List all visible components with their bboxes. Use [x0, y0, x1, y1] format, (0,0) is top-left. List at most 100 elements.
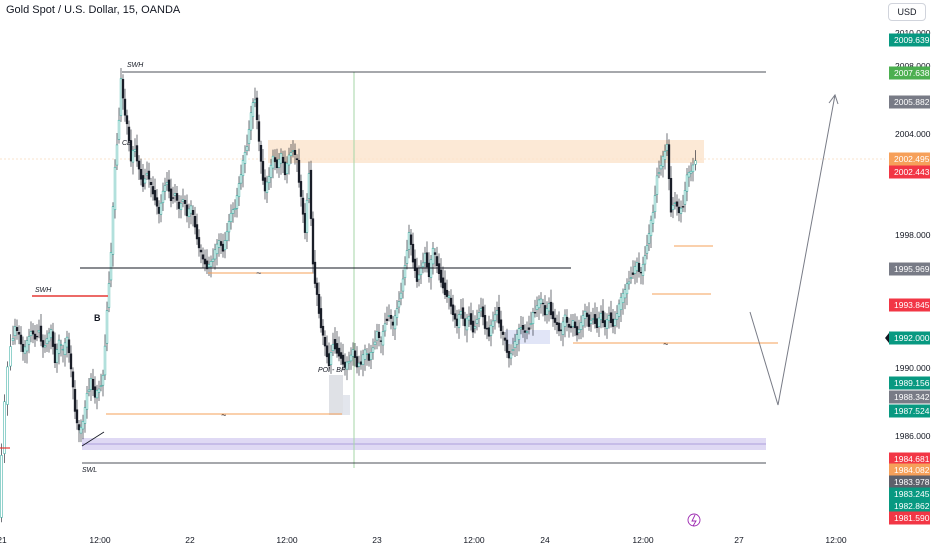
candle	[341, 343, 345, 370]
candle-body	[353, 350, 357, 358]
price-tag-bg	[889, 487, 930, 501]
candle-body	[549, 301, 553, 316]
candle-body	[611, 318, 615, 327]
candle	[95, 384, 99, 410]
candle	[43, 334, 47, 353]
candle	[694, 150, 697, 171]
candle	[397, 291, 401, 314]
candle-body	[263, 177, 267, 192]
candle	[237, 176, 241, 206]
candle	[6, 361, 9, 416]
price-tag-text: 1982.862	[894, 501, 930, 511]
swl-connector	[81, 431, 105, 447]
candle	[297, 148, 301, 188]
candle	[29, 321, 33, 343]
candle-body	[485, 327, 489, 330]
candle-body	[109, 252, 113, 281]
candle-body	[139, 169, 143, 180]
candle	[65, 330, 69, 358]
candle-body	[609, 312, 613, 324]
candle-body	[367, 353, 371, 361]
candle	[433, 248, 437, 267]
candle-body	[33, 333, 37, 340]
candle-body	[247, 129, 251, 144]
candle-body	[653, 195, 657, 212]
price-tag-text: 1988.342	[894, 392, 930, 402]
candle	[657, 160, 661, 179]
candle	[281, 150, 285, 174]
candle	[477, 304, 481, 328]
candle-body	[163, 185, 167, 192]
candle-body	[123, 98, 127, 116]
candle-body	[333, 339, 337, 350]
candle-body	[601, 310, 605, 324]
candle-body	[429, 259, 433, 278]
candle-body	[161, 190, 165, 203]
candle	[505, 328, 509, 359]
candle-body	[3, 401, 6, 454]
candle-body	[67, 339, 71, 354]
candle-body	[131, 150, 135, 163]
x-axis-tick: 12:00	[89, 535, 111, 545]
candle-body	[583, 310, 587, 319]
candle-body	[673, 202, 677, 204]
candle	[241, 155, 245, 188]
candle-body	[293, 150, 297, 155]
candle	[473, 315, 477, 334]
candle-body	[631, 272, 635, 275]
candle	[329, 344, 333, 374]
candle-body	[545, 308, 549, 315]
candle-body	[369, 352, 373, 360]
candle-body	[219, 241, 223, 246]
candle-body	[79, 426, 83, 434]
candle-body	[121, 79, 125, 99]
candle-body	[471, 320, 475, 333]
candle-body	[305, 199, 309, 233]
candle-body	[513, 341, 517, 348]
candle	[19, 326, 23, 353]
cb-label: CB	[122, 140, 132, 147]
candle	[673, 192, 677, 210]
candle-body	[507, 351, 511, 359]
candle	[225, 222, 229, 249]
candle-body	[473, 326, 477, 329]
candle	[497, 294, 501, 328]
candle-body	[251, 102, 255, 117]
candle	[145, 161, 149, 180]
candle	[553, 308, 557, 331]
candle-body	[335, 343, 339, 354]
candle-body	[363, 349, 367, 360]
candle-body	[463, 318, 467, 327]
candle-body	[639, 271, 643, 274]
x-axis-tick: 24	[540, 535, 550, 545]
candle-body	[159, 202, 163, 215]
candle	[603, 312, 607, 336]
price-tag-text: 1987.524	[894, 406, 930, 416]
candle	[173, 184, 177, 203]
candle	[661, 150, 665, 178]
candle-body	[141, 175, 145, 187]
candle	[55, 343, 59, 373]
candle-body	[317, 293, 321, 314]
candle-body	[465, 317, 469, 331]
candle	[663, 144, 667, 170]
price-tag-text: 1984.082	[894, 465, 930, 475]
currency-button[interactable]: USD	[888, 3, 926, 21]
candle-body	[275, 159, 279, 169]
y-axis-tick: 1990.000	[895, 363, 931, 373]
candle	[101, 369, 105, 397]
candle-body	[225, 231, 229, 241]
candle	[333, 327, 337, 354]
candle	[187, 203, 191, 229]
candle-body	[319, 308, 323, 329]
price-tag: 1983.245	[889, 487, 930, 501]
candle	[487, 315, 491, 342]
candle-body	[683, 190, 687, 205]
candle	[185, 194, 189, 223]
lightning-icon[interactable]	[687, 513, 701, 527]
candle	[305, 193, 309, 243]
candle-body	[229, 212, 233, 222]
candle-body	[323, 337, 327, 347]
candle	[549, 289, 553, 320]
